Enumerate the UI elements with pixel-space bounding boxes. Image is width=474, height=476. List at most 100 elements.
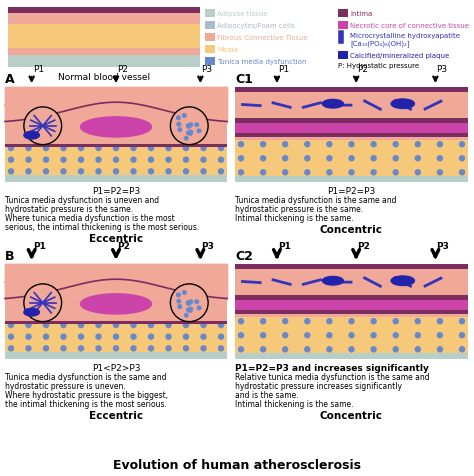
- Circle shape: [238, 347, 244, 352]
- Circle shape: [371, 157, 376, 161]
- Circle shape: [189, 309, 192, 313]
- Text: P2: P2: [357, 241, 370, 250]
- Text: Where tunica media dysfunction is the most: Where tunica media dysfunction is the mo…: [5, 214, 175, 223]
- Circle shape: [305, 347, 310, 352]
- Ellipse shape: [81, 118, 152, 138]
- Circle shape: [186, 301, 190, 305]
- Circle shape: [148, 323, 154, 328]
- Text: Adipose tissue: Adipose tissue: [217, 11, 267, 17]
- Circle shape: [349, 319, 354, 324]
- Circle shape: [187, 132, 190, 135]
- Circle shape: [393, 319, 398, 324]
- Circle shape: [184, 314, 188, 317]
- Circle shape: [177, 300, 181, 303]
- Circle shape: [187, 125, 191, 129]
- Circle shape: [148, 146, 154, 151]
- Bar: [235, 296, 468, 300]
- Text: P1: P1: [33, 241, 46, 250]
- Circle shape: [393, 333, 398, 338]
- Bar: [235, 354, 468, 359]
- Circle shape: [26, 146, 31, 151]
- Circle shape: [44, 158, 48, 163]
- Circle shape: [113, 146, 118, 151]
- Bar: [338, 22, 348, 30]
- Circle shape: [219, 146, 224, 151]
- Circle shape: [371, 142, 376, 148]
- Bar: [338, 52, 348, 60]
- Circle shape: [183, 323, 189, 328]
- Circle shape: [113, 346, 118, 351]
- Ellipse shape: [24, 309, 39, 317]
- Circle shape: [459, 157, 465, 161]
- Circle shape: [261, 142, 265, 148]
- Bar: [8, 14, 200, 25]
- Circle shape: [305, 142, 310, 148]
- Text: B: B: [5, 249, 15, 262]
- Circle shape: [393, 157, 398, 161]
- Circle shape: [9, 158, 13, 163]
- Circle shape: [371, 319, 376, 324]
- Circle shape: [183, 346, 189, 351]
- Circle shape: [195, 124, 199, 127]
- Circle shape: [238, 170, 244, 176]
- Text: Evolution of human atherosclerosis: Evolution of human atherosclerosis: [113, 458, 361, 471]
- Text: the intimal thickening is the most serious.: the intimal thickening is the most serio…: [5, 399, 167, 408]
- Circle shape: [182, 114, 186, 118]
- Circle shape: [61, 146, 66, 151]
- Text: P3: P3: [213, 108, 225, 117]
- Circle shape: [261, 319, 265, 324]
- Text: serious, the intimal thickening is the most serious.: serious, the intimal thickening is the m…: [5, 223, 199, 231]
- Circle shape: [238, 157, 244, 161]
- Circle shape: [238, 319, 244, 324]
- Circle shape: [393, 347, 398, 352]
- Circle shape: [61, 158, 66, 163]
- Circle shape: [189, 131, 192, 135]
- Bar: [235, 300, 468, 310]
- Circle shape: [44, 146, 48, 151]
- Circle shape: [305, 333, 310, 338]
- Circle shape: [349, 333, 354, 338]
- Circle shape: [305, 157, 310, 161]
- Circle shape: [189, 307, 192, 311]
- Text: Fibrous Connective Tissue: Fibrous Connective Tissue: [217, 35, 308, 41]
- Circle shape: [184, 137, 188, 141]
- Text: Intima: Intima: [350, 11, 372, 17]
- Circle shape: [79, 146, 83, 151]
- Circle shape: [459, 170, 465, 176]
- Circle shape: [327, 347, 332, 352]
- Bar: [205, 58, 215, 66]
- Circle shape: [44, 346, 48, 351]
- Text: A: A: [5, 73, 15, 86]
- Text: P3: P3: [437, 241, 449, 250]
- Bar: [235, 124, 468, 133]
- Circle shape: [327, 157, 332, 161]
- Circle shape: [113, 158, 118, 163]
- Circle shape: [438, 347, 442, 352]
- Circle shape: [131, 169, 136, 175]
- Circle shape: [371, 347, 376, 352]
- Bar: [5, 88, 227, 183]
- Circle shape: [261, 333, 265, 338]
- Circle shape: [183, 169, 189, 175]
- Circle shape: [148, 169, 154, 175]
- Text: P1=P2=P3 and increases significantly: P1=P2=P3 and increases significantly: [235, 363, 429, 372]
- Ellipse shape: [81, 294, 152, 314]
- Text: [Ca₁₀(PO₄)₆(OH)₂]: [Ca₁₀(PO₄)₆(OH)₂]: [350, 40, 410, 47]
- Bar: [205, 10, 215, 18]
- Circle shape: [79, 323, 83, 328]
- Circle shape: [131, 346, 136, 351]
- Circle shape: [219, 335, 224, 339]
- Text: P1: P1: [7, 284, 19, 293]
- Circle shape: [183, 146, 189, 151]
- Circle shape: [393, 170, 398, 176]
- Circle shape: [201, 323, 206, 328]
- Circle shape: [178, 305, 182, 309]
- Circle shape: [219, 323, 224, 328]
- Circle shape: [131, 146, 136, 151]
- Bar: [5, 176, 227, 183]
- Circle shape: [189, 300, 192, 304]
- Circle shape: [189, 132, 192, 136]
- Circle shape: [438, 157, 442, 161]
- Text: Vulnerable Area: Vulnerable Area: [9, 91, 67, 97]
- Circle shape: [459, 142, 465, 148]
